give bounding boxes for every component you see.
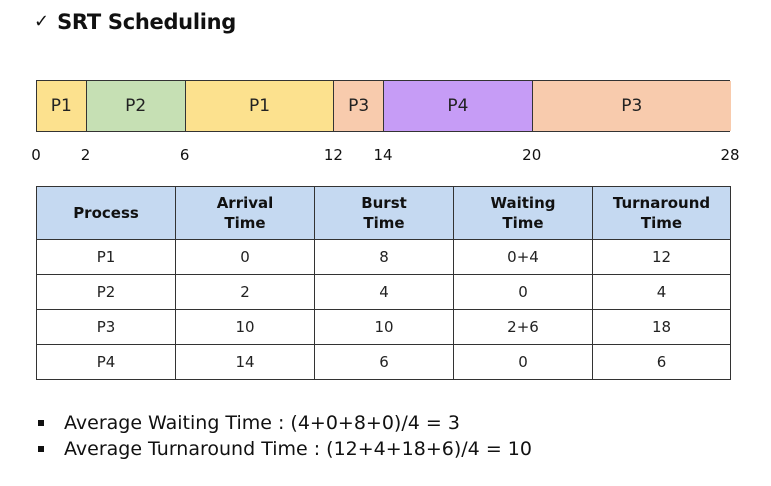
gantt-segment-p1: P1 [185,81,335,131]
header-burst-line2: Time [363,214,405,232]
cell-waiting: 2+6 [453,309,593,345]
cell-arrival: 10 [175,309,315,345]
bullet-icon [38,420,44,426]
averages-list: Average Waiting Time : (4+0+8+0)/4 = 3 A… [36,410,532,462]
header-arrival-line2: Time [224,214,266,232]
cell-turnaround: 6 [592,344,731,380]
gantt-segment-p4: P4 [384,81,533,131]
table-row: P1 0 8 0+4 12 [36,239,731,275]
cell-process: P4 [36,344,176,380]
header-turnaround-line2: Time [640,214,683,232]
average-turnaround-time: Average Turnaround Time : (12+4+18+6)/4 … [36,436,532,462]
header-turnaround-time: Turnaround Time [592,186,731,240]
checkmark-icon: ✓ [34,11,50,32]
table-row: P3 10 10 2+6 18 [36,309,731,345]
cell-process: P2 [36,274,176,310]
gantt-time-axis: 0 2 6 12 14 20 28 [0,146,771,166]
gantt-tick-label: 0 [31,146,41,164]
header-arrival-line1: Arrival [216,194,274,212]
cell-waiting: 0 [453,274,593,310]
header-process-label: Process [73,204,139,222]
header-turnaround-line1: Turnaround [612,194,711,212]
table-header-row: Process Arrival Time Burst Time Waiting … [36,186,731,240]
cell-arrival: 0 [175,239,315,275]
gantt-tick-label: 2 [80,146,91,164]
header-arrival-time: Arrival Time [175,186,315,240]
header-burst-line1: Burst [361,194,407,212]
cell-waiting: 0+4 [453,239,593,275]
cell-arrival: 14 [175,344,315,380]
bullet-icon [38,446,44,452]
gantt-segment-p3: P3 [532,81,731,131]
cell-burst: 10 [314,309,454,345]
cell-burst: 4 [314,274,454,310]
cell-turnaround: 18 [592,309,731,345]
average-waiting-time: Average Waiting Time : (4+0+8+0)/4 = 3 [36,410,532,436]
cell-waiting: 0 [453,344,593,380]
header-waiting-line2: Time [502,214,544,232]
cell-burst: 6 [314,344,454,380]
cell-process: P3 [36,309,176,345]
gantt-tick-label: 20 [522,146,542,164]
gantt-segment-p2: P2 [86,81,186,131]
cell-turnaround: 4 [592,274,731,310]
gantt-tick-label: 12 [323,146,343,164]
header-waiting-line1: Waiting [490,194,556,212]
header-waiting-time: Waiting Time [453,186,593,240]
cell-arrival: 2 [175,274,315,310]
cell-burst: 8 [314,239,454,275]
cell-process: P1 [36,239,176,275]
gantt-tick-label: 14 [373,146,393,164]
table-row: P2 2 4 0 4 [36,274,731,310]
average-turnaround-text: Average Turnaround Time : (12+4+18+6)/4 … [64,438,532,460]
gantt-tick-label: 28 [720,146,740,164]
table-row: P4 14 6 0 6 [36,344,731,380]
cell-turnaround: 12 [592,239,731,275]
page-title: ✓ SRT Scheduling [34,6,236,38]
process-table: Process Arrival Time Burst Time Waiting … [36,186,731,380]
gantt-chart: P1 P2 P1 P3 P4 P3 [36,80,731,132]
gantt-segment-p1: P1 [37,81,87,131]
gantt-tick-label: 6 [179,146,190,164]
average-waiting-text: Average Waiting Time : (4+0+8+0)/4 = 3 [64,412,460,434]
header-process: Process [36,186,176,240]
header-burst-time: Burst Time [314,186,454,240]
gantt-segment-p3: P3 [334,81,384,131]
title-text: SRT Scheduling [57,10,237,34]
